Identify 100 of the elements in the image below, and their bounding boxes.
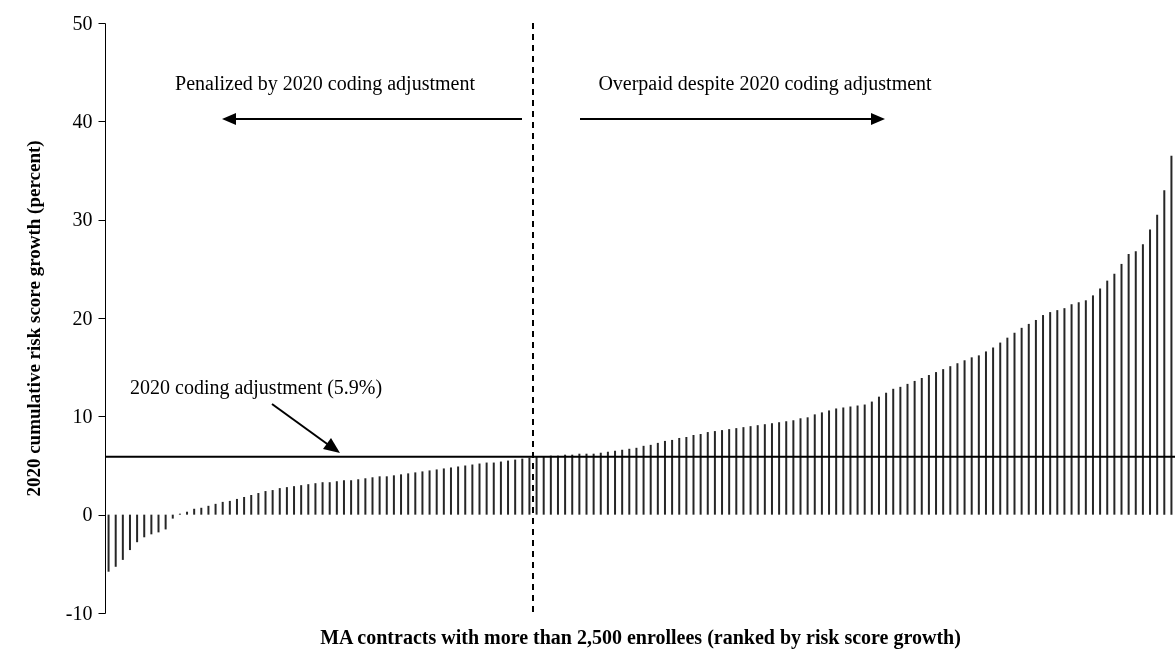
bar [342, 480, 345, 515]
bar [828, 410, 831, 515]
bar [1084, 300, 1087, 515]
bar [956, 363, 959, 515]
bar [243, 496, 246, 515]
bar [792, 420, 795, 515]
bar [514, 459, 517, 515]
bar [1034, 319, 1037, 515]
bar [685, 436, 688, 515]
bar [1006, 337, 1009, 515]
bar [564, 454, 567, 515]
y-axis-title: 2020 cumulative risk score growth (percent) [22, 140, 45, 497]
bar [293, 486, 296, 515]
x-axis-title: MA contracts with more than 2,500 enrollees (ranked by risk score growth) [320, 625, 961, 649]
bar [713, 431, 716, 515]
bar [1134, 251, 1137, 515]
annotation: Penalized by 2020 coding adjustment [175, 72, 476, 95]
bar [977, 355, 980, 515]
bar [1149, 229, 1152, 515]
bar [678, 437, 681, 515]
bar [1156, 214, 1159, 515]
bar [499, 461, 502, 515]
bar [963, 360, 966, 515]
bar [920, 377, 923, 515]
bar [1042, 315, 1045, 515]
bar [186, 511, 189, 515]
bar [706, 432, 709, 515]
bar [314, 483, 317, 515]
bar [207, 505, 210, 515]
bar [770, 423, 773, 515]
y-tick-label: 50 [72, 11, 93, 34]
bar [1020, 327, 1023, 515]
bar [414, 472, 417, 515]
bar [171, 514, 174, 519]
bar [228, 500, 231, 515]
bar [820, 412, 823, 515]
bar [464, 465, 467, 515]
bar [528, 457, 531, 515]
bar [307, 484, 310, 515]
bar [763, 424, 766, 515]
bar [1027, 323, 1030, 515]
bar [1056, 310, 1059, 515]
bar [235, 498, 238, 515]
bar [492, 462, 495, 515]
bar [385, 476, 388, 515]
bar [535, 456, 538, 515]
bar [885, 392, 888, 515]
bar [471, 464, 474, 515]
bar [250, 495, 253, 515]
bar [735, 428, 738, 515]
bar [1091, 295, 1094, 515]
bar [849, 406, 852, 515]
bar [1170, 155, 1173, 515]
bar [200, 507, 203, 515]
bar [442, 468, 445, 515]
bar [778, 422, 781, 515]
bar [1063, 308, 1066, 515]
bar [728, 429, 731, 515]
bar [942, 369, 945, 515]
bar [428, 470, 431, 515]
bar [1127, 254, 1130, 515]
bar [1099, 288, 1102, 515]
bar [285, 487, 288, 515]
bar [328, 482, 331, 515]
bar [877, 396, 880, 515]
bar [656, 442, 659, 515]
bar [392, 475, 395, 515]
bar [992, 347, 995, 515]
bar [835, 408, 838, 515]
bar [378, 476, 381, 515]
bar [1049, 312, 1052, 515]
bar [592, 453, 595, 515]
bar [949, 366, 952, 515]
bar [721, 430, 724, 515]
bar [806, 417, 809, 515]
bar [457, 466, 460, 515]
bar [521, 458, 524, 515]
bar [863, 404, 866, 515]
bar [649, 444, 652, 515]
bar [114, 514, 117, 567]
bar [642, 445, 645, 515]
y-tick-label: 20 [72, 306, 93, 329]
bar [671, 439, 674, 515]
bar [357, 479, 360, 515]
bar [578, 453, 581, 515]
bar [193, 508, 196, 515]
bar [742, 427, 745, 515]
bar [257, 493, 260, 515]
bar [271, 490, 274, 515]
bar [300, 485, 303, 515]
bar [421, 471, 424, 515]
bar [663, 440, 666, 515]
bar [899, 386, 902, 515]
bar [999, 342, 1002, 515]
bar [435, 469, 438, 515]
bar [400, 474, 403, 515]
annotation: Overpaid despite 2020 coding adjustment [598, 72, 933, 95]
bar [984, 351, 987, 515]
bar [549, 455, 552, 515]
bar [542, 456, 545, 515]
